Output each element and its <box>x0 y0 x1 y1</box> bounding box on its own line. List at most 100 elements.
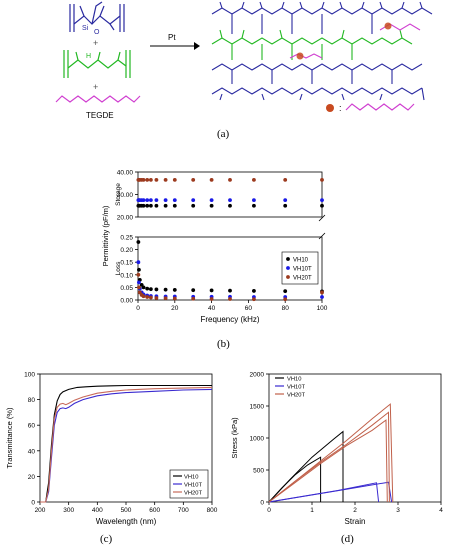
storage-point <box>145 177 150 182</box>
y-tick-label: 40 <box>28 448 36 455</box>
storage-point <box>191 198 196 203</box>
loss-point <box>172 288 177 292</box>
storage-point <box>141 203 146 208</box>
legend-entry: VH20T <box>287 393 306 399</box>
storage-point <box>163 198 168 203</box>
loss-point <box>191 296 196 301</box>
loss-point <box>172 296 177 301</box>
loss-point <box>163 296 168 301</box>
upper-sub-ylabel: Storage <box>115 183 122 206</box>
x-axis-label: Strain <box>345 517 366 526</box>
storage-point <box>191 177 196 182</box>
catalyst-label: Pt <box>168 33 176 42</box>
panel-label-c: (c) <box>100 533 113 545</box>
y-tick-label: 30.00 <box>117 192 134 199</box>
reaction-scheme-panel: Si O + H + TEGDE Pt <box>0 0 454 150</box>
y-tick-label: 20 <box>28 474 36 481</box>
atom-si: Si <box>82 25 89 32</box>
x-tick-label: 800 <box>207 507 218 514</box>
lower-sub-ylabel: Loss <box>115 261 122 275</box>
storage-point <box>283 177 288 182</box>
stress-strain-chart: 0 500 1000 1500 2000 0 1 2 3 4 Strain Stress (kPa) V… <box>230 372 443 527</box>
x-axis-label: Wavelength (nm) <box>96 517 157 526</box>
permittivity-chart-panel: 40.00 30.00 20.00 0.25 0.20 0.15 0.10 0.05 0.00 0… <box>0 162 454 354</box>
storage-point <box>228 203 232 208</box>
storage-point <box>145 203 150 208</box>
y-tick-label: 20.00 <box>117 215 134 222</box>
y-tick-label: 0.00 <box>120 298 133 305</box>
stress-strain-curve <box>268 403 394 503</box>
loss-point <box>136 260 141 265</box>
legend-entry: VH20T <box>293 276 312 282</box>
loss-point <box>154 296 159 300</box>
storage-point <box>141 198 146 203</box>
x-tick-label: 400 <box>92 507 103 514</box>
legend-ball <box>326 104 334 112</box>
loss-point <box>191 288 196 293</box>
reaction-arrow-head <box>194 42 200 50</box>
storage-point <box>148 203 153 208</box>
series-line <box>40 386 213 503</box>
storage-point <box>148 177 153 182</box>
storage-point <box>228 177 232 182</box>
loss-point <box>283 297 288 302</box>
loss-point <box>228 288 232 293</box>
loss-point <box>252 289 256 293</box>
plus-sign: + <box>93 38 98 48</box>
x-tick-label: 600 <box>149 507 160 514</box>
storage-point <box>148 198 153 203</box>
storage-point <box>320 177 324 182</box>
loss-point <box>145 295 150 299</box>
storage-point <box>252 203 256 208</box>
panel-label-b: (b) <box>217 338 230 350</box>
storage-point <box>154 203 159 208</box>
loss-point <box>228 297 232 301</box>
stress-strain-curve <box>268 481 393 503</box>
x-axis-label: Frequency (kHz) <box>200 315 259 324</box>
y-tick-label: 60 <box>28 423 36 430</box>
loss-point <box>145 286 150 291</box>
tegde-label: TEGDE <box>86 111 114 120</box>
x-tick-label: 1 <box>310 507 314 514</box>
x-tick-label: 500 <box>121 507 132 514</box>
loss-point <box>136 240 141 244</box>
storage-point <box>145 198 150 203</box>
storage-point <box>283 198 288 203</box>
x-tick-label: 2 <box>353 507 357 514</box>
loss-point <box>141 285 146 290</box>
x-tick-label: 60 <box>245 305 253 312</box>
panel-label-d: (d) <box>341 533 354 545</box>
legend-entry: VH10T <box>287 385 306 391</box>
permittivity-chart: 40.00 30.00 20.00 0.25 0.20 0.15 0.10 0.05 0.000… <box>101 170 328 325</box>
legend-entry: VH10T <box>293 267 312 273</box>
tegde-molecule <box>55 95 141 103</box>
loss-point <box>154 287 159 292</box>
storage-point <box>154 198 159 203</box>
crosslinked-network-product <box>211 1 433 101</box>
y-tick-label: 80 <box>28 397 36 404</box>
legend-marker <box>286 257 290 261</box>
legend-entry: VH10 <box>287 377 302 383</box>
y-tick-label: 500 <box>253 468 264 475</box>
storage-point <box>191 203 196 208</box>
y-axis-label: Permittivity (pF/m) <box>101 205 110 266</box>
x-tick-label: 20 <box>171 305 179 312</box>
x-tick-label: 4 <box>439 507 443 514</box>
legend-marker <box>286 275 290 279</box>
y-tick-label: 0.10 <box>120 272 133 279</box>
loss-point <box>148 287 153 292</box>
transmittance-chart-panel: 0 20 40 60 80 100 200 300 400 500 600 700 800 Wavelen… <box>0 362 227 550</box>
storage-point <box>163 177 168 182</box>
transmittance-chart: 0 20 40 60 80 100 200 300 400 500 600 700 800 Wavelen… <box>5 372 218 527</box>
x-tick-label: 300 <box>63 507 74 514</box>
y-axis-label: Transmittance (%) <box>5 407 14 468</box>
storage-point <box>252 198 256 203</box>
storage-point <box>320 203 324 208</box>
atom-o: O <box>94 29 100 36</box>
storage-point <box>141 177 146 182</box>
storage-point <box>320 198 324 203</box>
y-tick-label: 0.15 <box>120 260 133 267</box>
panel-label-a: (a) <box>217 128 230 140</box>
legend-entry: VH10 <box>184 475 199 481</box>
loss-point <box>137 285 141 290</box>
